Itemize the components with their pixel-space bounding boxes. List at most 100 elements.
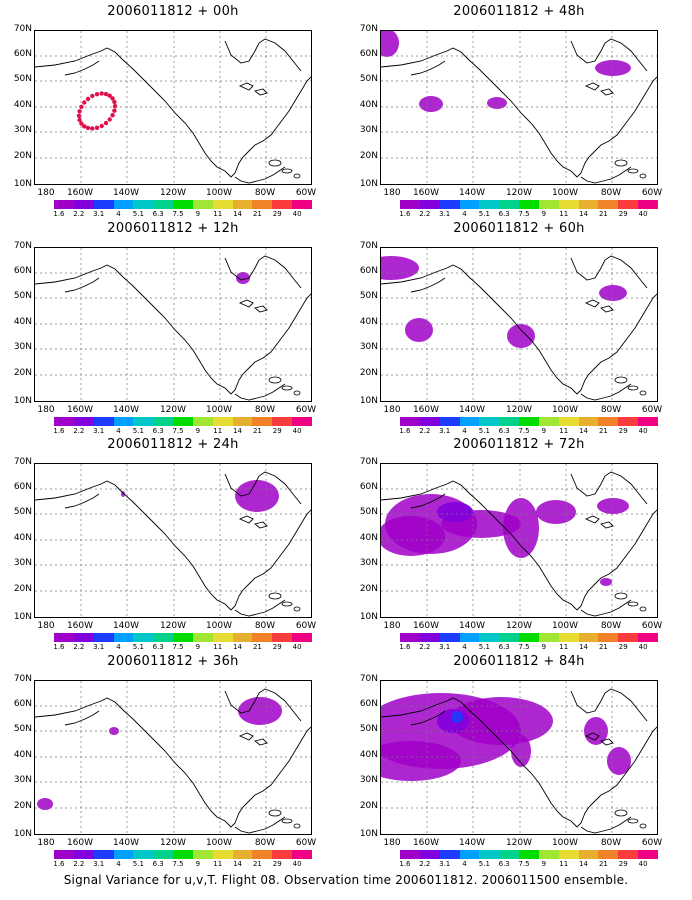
colorbar	[400, 850, 658, 859]
colorbar-label: 29	[618, 427, 628, 435]
colorbar-swatch	[93, 200, 114, 209]
observation-point	[90, 126, 95, 131]
colorbar-swatch	[93, 850, 114, 859]
colorbar-label: 7.5	[518, 427, 530, 435]
colorbar-label: 14	[579, 643, 589, 651]
colorbar-swatch	[558, 633, 579, 642]
colorbar-label: 40	[292, 643, 302, 651]
island	[281, 818, 293, 824]
coastline	[600, 521, 614, 529]
longitude-label: 120W	[505, 188, 533, 198]
colorbar-label: 6.3	[498, 643, 510, 651]
colorbar-swatch	[153, 417, 174, 426]
latitude-label: 40N	[13, 750, 32, 760]
colorbar-swatch	[113, 417, 134, 426]
longitude-label: 80W	[254, 405, 276, 415]
colorbar-swatch	[93, 417, 114, 426]
colorbar-label: 40	[292, 860, 302, 868]
colorbar-swatch	[292, 850, 312, 859]
longitude-label: 60W	[641, 188, 663, 198]
colorbar-label: 9	[195, 860, 201, 868]
longitude-label: 60W	[641, 405, 663, 415]
longitude-label: 100W	[551, 405, 579, 415]
colorbar-swatch	[618, 200, 639, 209]
latitude-label: 60N	[359, 699, 378, 709]
variance-blob	[451, 711, 463, 723]
colorbar-swatch	[272, 200, 293, 209]
colorbar-label: 21	[598, 427, 608, 435]
island	[281, 168, 293, 174]
latitude-label: 70N	[13, 457, 32, 467]
latitude-label: 10N	[359, 179, 378, 189]
colorbar-swatch	[638, 850, 658, 859]
colorbar-label: 6.3	[152, 860, 164, 868]
colorbar-swatch	[459, 417, 480, 426]
colorbar-swatch	[598, 850, 619, 859]
colorbar-swatch	[153, 633, 174, 642]
latitude-label: 10N	[13, 396, 32, 406]
map-frame	[34, 680, 312, 835]
map-panel: 2006011812 + 00h 70N 60N 50N 40N 30N 20N 10N 180…	[0, 0, 346, 218]
colorbar-label: 11	[559, 427, 569, 435]
colorbar-swatch	[499, 200, 520, 209]
colorbar-swatch	[212, 417, 233, 426]
latitude-label: 10N	[359, 829, 378, 839]
colorbar-label: 5.1	[478, 427, 490, 435]
colorbar-swatch	[439, 417, 460, 426]
latitude-label: 50N	[13, 74, 32, 84]
colorbar-label: 1.6	[399, 210, 411, 218]
longitude-label: 120W	[505, 621, 533, 631]
map-canvas	[35, 248, 311, 401]
latitude-label: 20N	[359, 368, 378, 378]
coastline	[64, 60, 100, 76]
colorbar-swatch	[192, 417, 213, 426]
latitude-label: 10N	[13, 612, 32, 622]
colorbar-swatch	[54, 633, 74, 642]
longitude-label: 60W	[641, 838, 663, 848]
colorbar-label: 1.6	[399, 427, 411, 435]
island	[293, 390, 301, 396]
longitude-label: 80W	[254, 838, 276, 848]
colorbar-swatch	[638, 417, 658, 426]
colorbar-swatch	[292, 417, 312, 426]
colorbar-label: 6.3	[498, 427, 510, 435]
longitude-label: 100W	[205, 838, 233, 848]
variance-blob	[536, 500, 576, 524]
coastline	[254, 305, 268, 313]
colorbar-label: 4	[116, 210, 121, 218]
colorbar-swatch	[479, 850, 500, 859]
colorbar-label: 21	[598, 860, 608, 868]
colorbar-label: 5.1	[132, 210, 144, 218]
colorbar-label: 7.5	[172, 210, 184, 218]
colorbar-label: 14	[579, 210, 589, 218]
coastline	[254, 738, 268, 746]
colorbar-swatch	[439, 633, 460, 642]
colorbar-label: 11	[559, 210, 569, 218]
observation-point	[110, 96, 115, 101]
variance-blob	[381, 31, 399, 57]
longitude-label: 80W	[600, 621, 622, 631]
colorbar-label: 5.1	[132, 860, 144, 868]
island	[293, 823, 301, 829]
colorbar-swatch	[598, 633, 619, 642]
colorbar-label: 9	[195, 643, 201, 651]
colorbar-swatch	[519, 633, 539, 642]
latitude-label: 20N	[359, 801, 378, 811]
colorbar-label: 21	[252, 860, 262, 868]
latitude-label: 50N	[13, 507, 32, 517]
observation-point	[77, 117, 82, 123]
latitude-label: 60N	[13, 266, 32, 276]
island	[268, 376, 282, 384]
latitude-label: 20N	[13, 151, 32, 161]
colorbar-label: 40	[638, 210, 648, 218]
longitude-label: 140W	[458, 838, 486, 848]
observation-point	[94, 125, 100, 130]
colorbar-label: 6.3	[152, 210, 164, 218]
colorbar-label: 1.6	[399, 643, 411, 651]
coastline	[234, 166, 286, 184]
latitude-label: 10N	[359, 612, 378, 622]
variance-blob	[419, 96, 443, 112]
colorbar-label: 3.1	[439, 643, 451, 651]
observation-point	[90, 93, 95, 99]
coastline	[381, 480, 657, 611]
